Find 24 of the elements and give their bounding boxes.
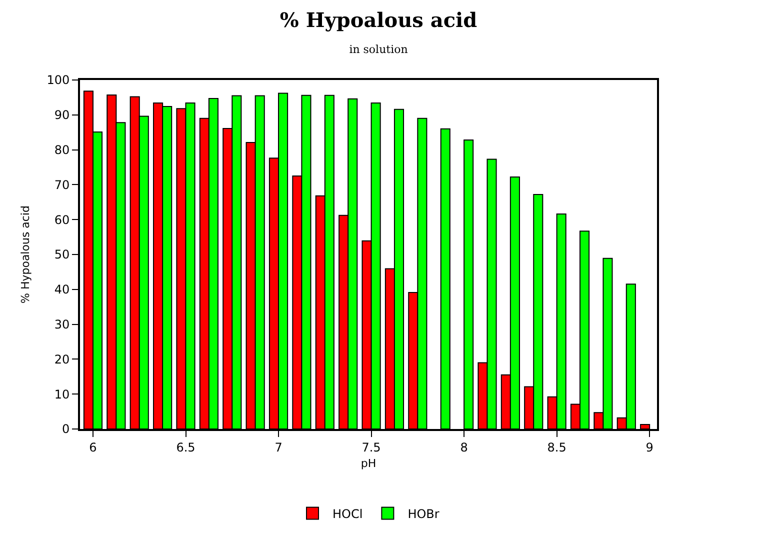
y-tick-label: 0 xyxy=(62,422,70,436)
y-tick-label: 20 xyxy=(54,352,70,366)
x-tick-label: 6.5 xyxy=(176,440,196,454)
y-axis-title: % Hypoalous acid xyxy=(18,206,32,304)
x-tick-label: 8.5 xyxy=(547,440,566,454)
x-tick-label: 9 xyxy=(646,440,654,454)
x-tick-label: 6 xyxy=(89,440,97,454)
x-axis-title: pH xyxy=(360,457,376,470)
y-tick-label: 40 xyxy=(54,282,70,297)
legend-label: HOBr xyxy=(408,506,440,521)
chart-subtitle: in solution xyxy=(349,43,408,56)
y-tick-label: 90 xyxy=(54,108,70,122)
x-tick-label: 7 xyxy=(274,440,282,454)
y-tick-label: 80 xyxy=(54,143,70,157)
y-tick-label: 50 xyxy=(54,248,70,262)
y-tick-label: 70 xyxy=(54,178,70,192)
x-tick-label: 8 xyxy=(460,440,468,454)
legend-label: HOCl xyxy=(332,506,363,521)
x-tick-label: 7.5 xyxy=(362,440,381,454)
y-tick-label: 100 xyxy=(46,73,70,88)
y-tick-label: 30 xyxy=(54,318,70,332)
y-tick-label: 10 xyxy=(54,387,70,402)
chart-title: % Hypoalous acid xyxy=(280,8,478,32)
y-tick-label: 60 xyxy=(54,212,70,227)
